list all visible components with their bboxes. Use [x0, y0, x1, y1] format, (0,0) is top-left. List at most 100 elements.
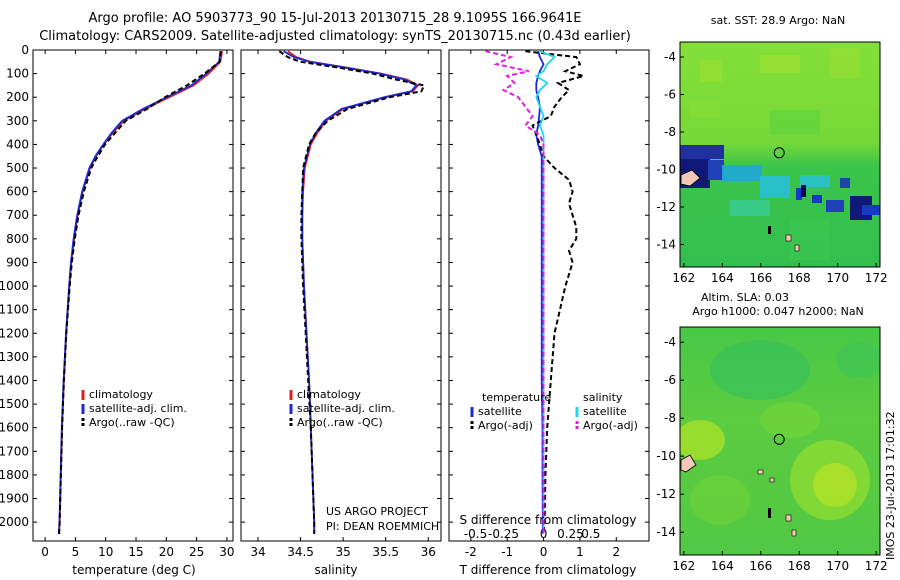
x-tick-label: -1: [501, 545, 513, 559]
depth-tick-label: 300: [6, 114, 29, 128]
map-y-tick-label: -8: [664, 411, 676, 425]
depth-tick-label: 500: [6, 161, 29, 175]
sst-map-field: [680, 42, 880, 267]
t-difference-xlabel: T difference from climatology: [459, 563, 637, 577]
series-line-temperature-argo-adj-: [525, 50, 588, 534]
salinity-panel: 34 34.5 35 35.5 36 salinity climatologysatel…: [240, 49, 442, 577]
map-y-tick-label: -4: [664, 50, 676, 64]
s-tick-label: 0.25: [557, 527, 584, 541]
x-tick-label: 25: [189, 545, 204, 559]
map-x-tick-label: 166: [749, 559, 772, 573]
difference-legend: temperature salinitysatelliteArgo(-adj)sa…: [470, 391, 638, 432]
x-tick-label: 35.5: [372, 545, 399, 559]
x-tick-label: 15: [128, 545, 143, 559]
depth-tick-label: 1000: [0, 279, 29, 293]
depth-tick-label: 1900: [0, 492, 29, 506]
depth-tick-label: 1700: [0, 444, 29, 458]
depth-tick-label: 2000: [0, 515, 29, 529]
x-tick-label: 0: [41, 545, 49, 559]
x-tick-label: 34: [250, 545, 265, 559]
depth-tick-label: 1100: [0, 303, 29, 317]
x-tick-label: 10: [98, 545, 113, 559]
timestamp-stamp: IMOS 23-Jul-2013 17:01:32: [884, 411, 897, 560]
s-tick-label: 0.5: [581, 527, 600, 541]
s-tick-label: 0: [540, 527, 548, 541]
legend-label: satellite: [478, 405, 522, 418]
x-tick-label: 20: [159, 545, 174, 559]
map-x-tick-label: 170: [826, 271, 849, 285]
depth-tick-label: 1500: [0, 397, 29, 411]
sst-argo-marker: [773, 147, 785, 159]
legend-label: Argo(-adj): [478, 419, 533, 432]
legend-title-temperature: temperature: [482, 391, 551, 404]
map-y-tick-label: -14: [656, 525, 676, 539]
legend-label: satellite-adj. clim.: [297, 402, 395, 415]
depth-tick-label: 1300: [0, 350, 29, 364]
sla-map-field: [680, 327, 880, 555]
map-x-tick-label: 172: [865, 271, 888, 285]
project-label: US ARGO PROJECT: [326, 505, 428, 518]
series-line-climatology: [287, 50, 420, 534]
map-y-tick-label: -10: [656, 163, 676, 177]
depth-tick-label: 1400: [0, 373, 29, 387]
s-tick-label: -0.25: [488, 527, 519, 541]
legend-label: climatology: [297, 388, 361, 401]
difference-panel: -2 -1 0 1 2 -0.5 -0.25 0 0.250.5 T difference f…: [448, 49, 650, 577]
depth-tick-label: 1800: [0, 468, 29, 482]
pi-label: PI: DEAN ROEMMICH: [326, 520, 439, 533]
map-x-tick-label: 172: [865, 559, 888, 573]
map-y-tick-label: -6: [664, 88, 676, 102]
header-line-1: Argo profile: AO 5903773_90 15-Jul-2013 …: [88, 11, 581, 26]
temperature-panel: 0100200300400500600700800900100011001200…: [0, 43, 235, 577]
sla-map-title-1: Altim. SLA: 0.03: [701, 291, 789, 304]
legend-label: Argo(..raw -QC): [89, 416, 175, 429]
s-tick-label: -0.5: [464, 527, 487, 541]
map-y-tick-label: -14: [656, 238, 676, 252]
series-line-satellite-adj-clim-: [57, 51, 222, 534]
legend-label: satellite: [583, 405, 627, 418]
x-tick-label: 0: [540, 545, 548, 559]
depth-tick-label: 800: [6, 232, 29, 246]
map-x-tick-label: 162: [672, 271, 695, 285]
s-difference-xlabel: S difference from climatology: [460, 513, 637, 527]
depth-tick-label: 900: [6, 255, 29, 269]
map-y-tick-label: -10: [656, 449, 676, 463]
depth-tick-label: 700: [6, 208, 29, 222]
map-y-tick-label: -12: [656, 487, 676, 501]
depth-tick-label: 1600: [0, 421, 29, 435]
depth-tick-label: 600: [6, 185, 29, 199]
depth-tick-label: 1200: [0, 326, 29, 340]
sla-argo-marker: [773, 433, 785, 445]
x-tick-label: 30: [219, 545, 234, 559]
salinity-xlabel: salinity: [314, 563, 357, 577]
legend-label: climatology: [89, 388, 153, 401]
header-line-2: Climatology: CARS2009. Satellite-adjuste…: [39, 29, 631, 44]
x-tick-label: 2: [612, 545, 620, 559]
x-tick-label: 5: [72, 545, 80, 559]
sst-map-panel: sat. SST: 28.9 Argo: NaN: [656, 14, 887, 285]
map-x-tick-label: 168: [788, 559, 811, 573]
sst-map-title: sat. SST: 28.9 Argo: NaN: [711, 14, 845, 27]
map-y-tick-label: -6: [664, 373, 676, 387]
temperature-xlabel: temperature (deg C): [72, 563, 195, 577]
map-y-tick-label: -12: [656, 200, 676, 214]
series-line-salinity-satellite: [534, 50, 557, 534]
map-x-tick-label: 164: [711, 559, 734, 573]
depth-tick-label: 100: [6, 67, 29, 81]
depth-tick-label: 400: [6, 137, 29, 151]
difference-axes-frame: [448, 49, 650, 542]
legend-label: Argo(..raw -QC): [297, 416, 383, 429]
map-x-tick-label: 162: [672, 559, 695, 573]
salinity-axes-frame: [240, 49, 442, 542]
map-y-tick-label: -8: [664, 125, 676, 139]
map-x-tick-label: 166: [749, 271, 772, 285]
x-tick-label: 36: [421, 545, 436, 559]
x-tick-label: 35: [335, 545, 350, 559]
map-y-tick-label: -4: [664, 335, 676, 349]
legend-label: satellite-adj. clim.: [89, 402, 187, 415]
series-line-salinity-argo-adj-: [485, 50, 545, 534]
sla-map-title-2: Argo h1000: 0.047 h2000: NaN: [692, 305, 864, 318]
